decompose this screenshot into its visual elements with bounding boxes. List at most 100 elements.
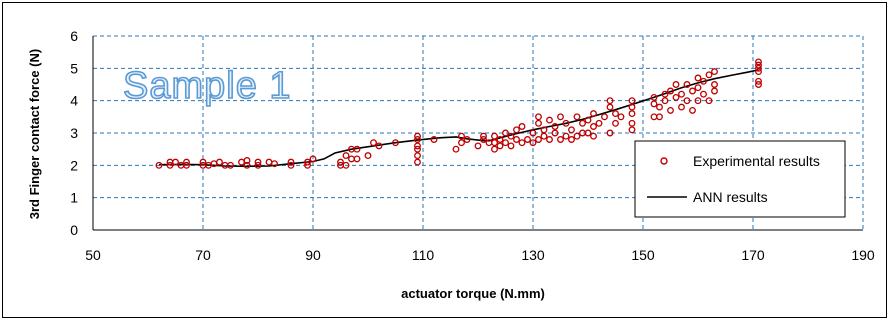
experimental-point xyxy=(711,87,718,95)
experimental-point xyxy=(452,145,460,153)
experimental-point xyxy=(694,74,702,82)
x-axis-title: actuator torque (N.mm) xyxy=(401,286,545,301)
experimental-point xyxy=(562,132,570,140)
experimental-point xyxy=(540,132,548,140)
experimental-point xyxy=(513,136,520,143)
experimental-point xyxy=(342,161,350,169)
experimental-point xyxy=(414,132,421,140)
x-tick-label: 150 xyxy=(631,247,655,263)
experimental-point xyxy=(392,139,399,147)
experimental-point xyxy=(683,81,691,88)
experimental-point xyxy=(656,113,663,121)
experimental-point xyxy=(216,158,223,166)
experimental-series xyxy=(155,58,762,169)
experimental-point xyxy=(518,123,526,130)
experimental-point xyxy=(507,142,515,150)
experimental-point xyxy=(661,90,669,98)
x-tick-label: 50 xyxy=(85,247,101,263)
experimental-point xyxy=(628,97,636,105)
experimental-point xyxy=(694,84,702,92)
experimental-point xyxy=(656,103,663,111)
y-tick-label: 1 xyxy=(70,190,78,206)
experimental-point xyxy=(430,136,438,143)
watermark-text: Sample 1 xyxy=(123,65,292,107)
experimental-point xyxy=(414,145,421,153)
experimental-point xyxy=(667,87,674,95)
experimental-point xyxy=(546,116,553,124)
experimental-point xyxy=(342,152,350,160)
experimental-point xyxy=(518,139,526,147)
y-tick-label: 4 xyxy=(70,93,78,109)
experimental-point xyxy=(529,139,537,147)
experimental-point xyxy=(496,136,504,143)
x-tick-label: 90 xyxy=(305,247,321,263)
experimental-point xyxy=(540,126,548,134)
scatter-chart: Sample 1 50 70 90 110 130 150 170 190 0 1 2 3 4 5 6 E… xyxy=(27,28,875,301)
experimental-point xyxy=(617,113,625,121)
experimental-point xyxy=(711,68,718,76)
experimental-point xyxy=(370,139,377,147)
experimental-point xyxy=(243,161,251,169)
experimental-point xyxy=(546,136,553,143)
experimental-point xyxy=(700,77,707,85)
experimental-point xyxy=(337,158,344,166)
experimental-point xyxy=(672,93,680,101)
experimental-point xyxy=(480,132,487,140)
experimental-point xyxy=(606,129,614,137)
experimental-point xyxy=(590,132,597,140)
y-axis-title: 3rd Finger contact force (N) xyxy=(27,49,42,219)
experimental-point xyxy=(595,119,603,127)
y-tick-label: 5 xyxy=(70,60,78,76)
experimental-point xyxy=(172,158,179,166)
legend-label-ann: ANN results xyxy=(693,189,768,205)
experimental-point xyxy=(689,87,696,95)
experimental-point xyxy=(755,64,762,72)
experimental-point xyxy=(414,142,421,150)
experimental-point xyxy=(705,97,713,105)
experimental-point xyxy=(579,119,586,127)
experimental-point xyxy=(562,119,570,127)
experimental-point xyxy=(474,142,482,150)
experimental-point xyxy=(628,103,636,111)
experimental-point xyxy=(590,110,597,118)
x-tick-label: 170 xyxy=(741,247,765,263)
experimental-point xyxy=(755,61,762,69)
experimental-point xyxy=(524,136,531,143)
experimental-point xyxy=(414,152,421,160)
experimental-point xyxy=(271,160,278,168)
experimental-point xyxy=(507,132,515,140)
experimental-point xyxy=(711,81,718,88)
experimental-point xyxy=(628,126,636,134)
experimental-point xyxy=(227,161,234,169)
experimental-point xyxy=(458,132,465,140)
experimental-point xyxy=(183,161,190,169)
experimental-point xyxy=(513,126,520,134)
experimental-point xyxy=(590,123,597,130)
experimental-point xyxy=(254,158,262,166)
experimental-point xyxy=(304,161,311,169)
experimental-point xyxy=(199,158,207,166)
experimental-point xyxy=(243,157,251,164)
experimental-point xyxy=(364,152,372,160)
experimental-point xyxy=(612,119,619,127)
experimental-point xyxy=(238,158,245,166)
watermark-layer: Sample 1 xyxy=(122,64,292,108)
experimental-point xyxy=(491,132,498,140)
experimental-point xyxy=(491,145,498,153)
experimental-point xyxy=(612,110,619,118)
x-tick-label: 130 xyxy=(521,247,545,263)
experimental-point xyxy=(155,161,163,169)
experimental-point xyxy=(535,136,542,143)
legend-marker-experimental xyxy=(660,157,668,165)
experimental-point xyxy=(353,155,361,163)
y-tick-label: 3 xyxy=(70,125,78,141)
experimental-point xyxy=(529,129,537,137)
experimental-point xyxy=(353,145,361,153)
experimental-point xyxy=(606,97,614,105)
experimental-point xyxy=(650,93,658,101)
experimental-point xyxy=(573,113,581,121)
experimental-point xyxy=(573,132,581,140)
y-tick-label: 2 xyxy=(70,157,78,173)
experimental-point xyxy=(568,126,575,134)
experimental-point xyxy=(348,155,355,163)
